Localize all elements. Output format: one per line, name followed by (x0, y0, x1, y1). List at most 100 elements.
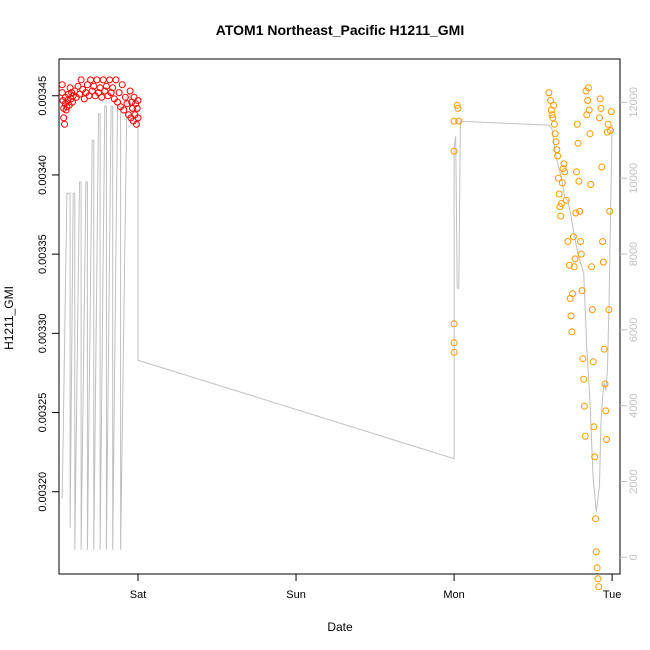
data-point-series-2 (590, 423, 598, 431)
y2-tick-label: 12000 (628, 87, 640, 118)
data-point-series-1 (60, 114, 68, 122)
data-point-series-2 (453, 101, 461, 109)
x-axis: Sat Sun Mon Tue (130, 574, 622, 601)
data-point-series-1 (58, 89, 66, 97)
data-point-series-1 (101, 87, 109, 95)
data-point-series-1 (96, 84, 104, 92)
data-point-series-2 (588, 306, 596, 314)
data-point-series-2 (606, 207, 614, 215)
data-point-series-1 (134, 114, 142, 122)
data-point-series-2 (572, 209, 580, 217)
data-point-series-2 (561, 168, 569, 176)
data-point-series-2 (554, 152, 562, 160)
data-point-series-1 (112, 76, 120, 84)
data-point-series-2 (574, 139, 582, 147)
x-tick-label: Tue (603, 589, 622, 601)
data-point-series-2 (596, 95, 604, 103)
data-point-series-1 (134, 97, 142, 104)
data-point-series-2 (605, 306, 613, 314)
data-point-series-2 (560, 160, 568, 168)
data-point-series-2 (600, 345, 608, 353)
data-point-series-2 (592, 515, 599, 523)
y2-tick-label: 6000 (628, 318, 640, 342)
data-point-series-2 (450, 117, 458, 125)
data-point-series-1 (76, 90, 83, 98)
data-point-series-2 (579, 355, 587, 363)
data-point-series-2 (589, 358, 597, 366)
y-tick-label: 0.00340 (37, 155, 49, 195)
data-point-series-2 (573, 120, 581, 128)
data-point-series-2 (601, 380, 609, 388)
altitude-line (61, 94, 613, 550)
x-tick-label: Sun (286, 589, 306, 601)
y-axis: 0.00320 0.00325 0.00330 0.00335 0.00340 0.003… (37, 76, 59, 512)
data-point-series-2 (450, 147, 458, 155)
data-point-series-2 (547, 97, 554, 104)
y2-tick-label: 2000 (628, 469, 640, 493)
y2-tick-label: 10000 (628, 163, 640, 194)
data-point-series-2 (592, 548, 600, 556)
data-point-series-2 (580, 375, 588, 383)
data-point-series-1 (115, 89, 123, 97)
data-point-series-2 (569, 290, 577, 298)
data-point-series-1 (126, 87, 134, 95)
data-point-series-1 (129, 104, 136, 112)
points-layer (58, 76, 615, 591)
data-point-series-1 (121, 93, 129, 101)
data-point-series-2 (604, 120, 612, 128)
data-point-series-2 (591, 453, 599, 461)
data-point-series-2 (570, 263, 578, 271)
data-point-series-2 (569, 233, 577, 241)
data-point-series-2 (550, 120, 558, 128)
data-point-series-2 (598, 163, 606, 171)
data-point-series-2 (607, 127, 614, 135)
y-tick-label: 0.00345 (37, 76, 49, 116)
data-point-series-1 (80, 95, 88, 103)
data-point-series-2 (607, 108, 615, 116)
data-point-series-2 (588, 263, 596, 271)
data-point-series-1 (58, 81, 66, 89)
data-point-series-2 (585, 106, 593, 114)
y-tick-label: 0.00335 (37, 234, 49, 274)
data-point-series-1 (132, 120, 140, 128)
data-point-series-2 (554, 174, 562, 182)
data-point-series-2 (450, 339, 458, 347)
data-point-series-1 (77, 76, 85, 84)
data-point-series-2 (455, 117, 463, 125)
data-point-series-1 (69, 92, 77, 100)
data-point-series-1 (62, 106, 70, 114)
chart-title: ATOM1 Northeast_Pacific H1211_GMI (216, 22, 464, 38)
data-point-series-2 (565, 261, 573, 269)
data-point-series-2 (596, 114, 603, 122)
data-point-series-2 (595, 583, 603, 591)
data-point-series-2 (580, 402, 588, 410)
data-point-series-2 (599, 238, 607, 245)
data-point-series-1 (99, 76, 107, 84)
data-point-series-1 (106, 76, 114, 84)
data-point-series-2 (599, 258, 607, 266)
data-point-series-1 (98, 93, 106, 101)
data-point-series-2 (567, 312, 575, 320)
data-point-series-1 (90, 82, 98, 90)
data-point-series-2 (454, 104, 462, 112)
y2-tick-label: 0 (628, 554, 640, 560)
data-point-series-2 (450, 320, 458, 328)
data-point-series-2 (576, 207, 584, 215)
data-point-series-1 (133, 104, 141, 112)
data-point-series-2 (578, 287, 586, 295)
data-point-series-2 (603, 436, 611, 443)
data-point-series-2 (558, 179, 566, 187)
data-point-series-1 (87, 76, 95, 84)
data-point-series-2 (577, 238, 584, 245)
data-point-series-2 (450, 348, 458, 356)
x-axis-label: Date (327, 620, 353, 634)
x-tick-label: Mon (443, 589, 464, 601)
y-tick-label: 0.00320 (37, 472, 49, 512)
data-point-series-2 (587, 181, 595, 188)
data-point-series-1 (66, 84, 74, 92)
data-point-series-1 (93, 76, 101, 84)
data-point-series-2 (562, 196, 570, 204)
data-point-series-2 (573, 168, 580, 176)
data-point-series-2 (584, 97, 592, 104)
